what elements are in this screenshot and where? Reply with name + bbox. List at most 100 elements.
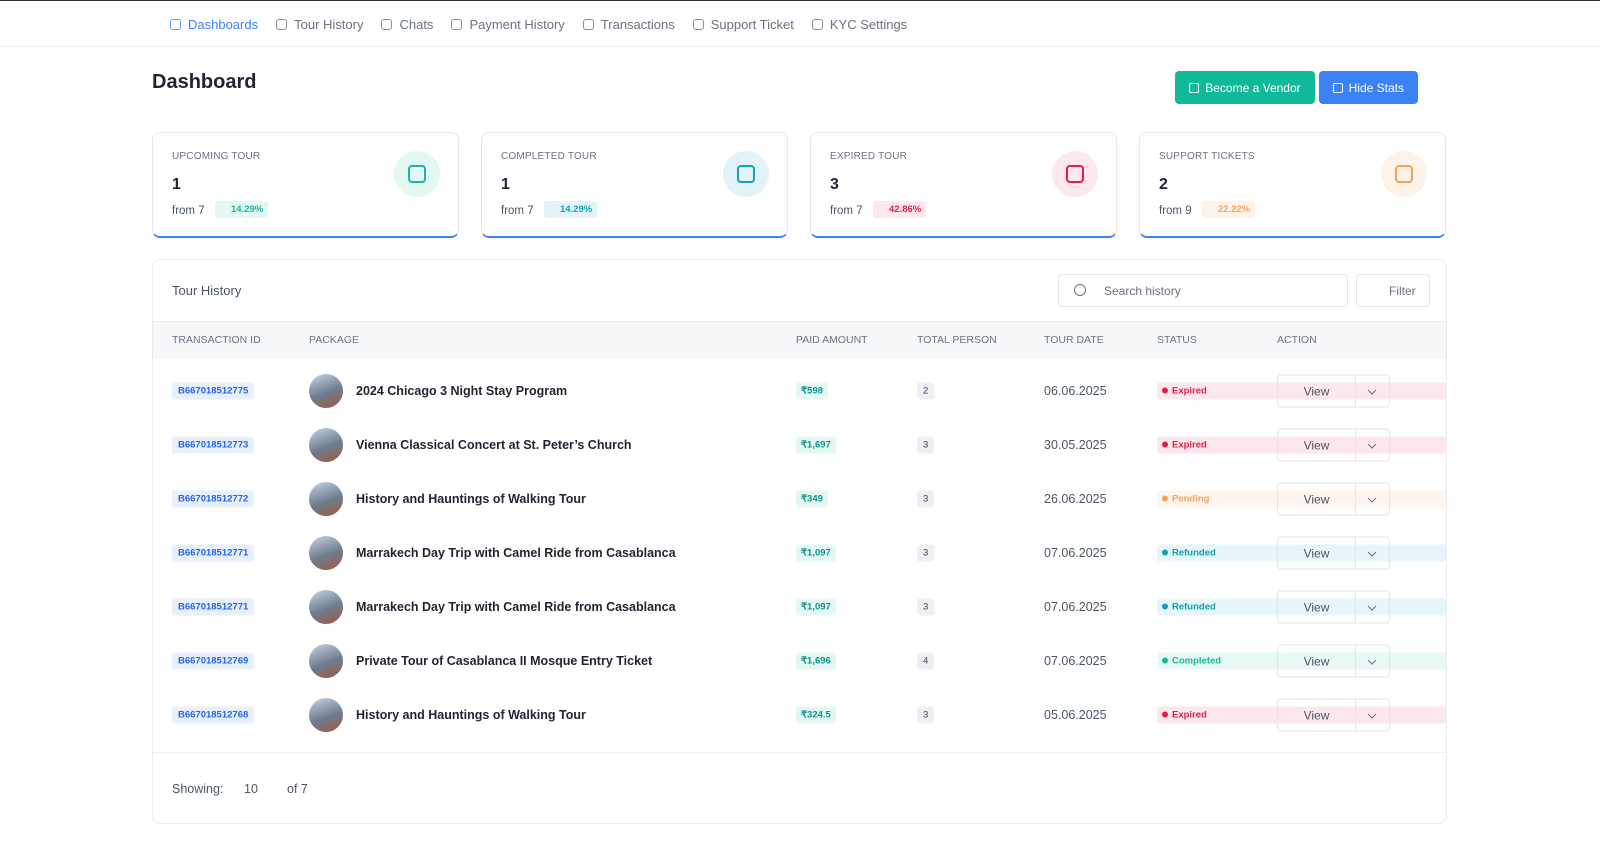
column-header: ACTION — [1277, 334, 1317, 346]
view-button[interactable]: View — [1278, 645, 1356, 677]
top-bar: Dashboards Tour History Chats Payment Histo… — [0, 0, 1600, 47]
stat-card: UPCOMING TOUR 1 from 7 14.29% — [152, 132, 459, 238]
stat-label: EXPIRED TOUR — [830, 151, 908, 162]
package-thumbnail — [309, 536, 343, 570]
nav-item[interactable]: Tour History — [276, 17, 363, 32]
view-button[interactable]: View — [1278, 591, 1356, 623]
table-row: B667018512769 Private Tour of Casablanca … — [153, 634, 1446, 688]
table-row: B667018512775 2024 Chicago 3 Night Stay P… — [153, 364, 1446, 418]
button-icon — [1189, 82, 1200, 93]
transaction-id: B667018512771 — [172, 598, 255, 616]
nav-icon — [811, 18, 823, 30]
view-button[interactable]: View — [1278, 537, 1356, 569]
transaction-id: B667018512773 — [172, 436, 255, 454]
stat-from: from 7 — [501, 205, 534, 217]
page-title: Dashboard — [152, 71, 257, 93]
tour-date: 07.06.2025 — [1044, 600, 1107, 614]
package-name: History and Hauntings of Walking Tour — [356, 708, 586, 722]
header-button[interactable]: Hide Stats — [1318, 71, 1418, 104]
total-person: 3 — [917, 544, 935, 562]
column-header: PAID AMOUNT — [796, 334, 868, 346]
package-thumbnail — [309, 590, 343, 624]
action-dropdown[interactable] — [1356, 592, 1389, 623]
tour-date: 05.06.2025 — [1044, 708, 1107, 722]
column-header: PACKAGE — [309, 334, 359, 346]
nav-icon — [582, 18, 594, 30]
nav-icon — [692, 18, 704, 30]
nav-item[interactable]: Transactions — [582, 16, 675, 32]
nav-label: KYC Settings — [829, 16, 908, 32]
view-button[interactable]: View — [1278, 375, 1356, 407]
view-button[interactable]: View — [1278, 429, 1356, 461]
action-dropdown[interactable] — [1356, 376, 1389, 407]
package-name: History and Hauntings of Walking Tour — [356, 492, 586, 506]
paid-amount: ₹598 — [796, 382, 828, 400]
stat-from: from 7 — [830, 205, 863, 217]
nav-item[interactable]: Dashboards — [170, 17, 258, 32]
action-group: View — [1277, 428, 1390, 462]
nav-item[interactable]: Payment History — [451, 17, 565, 32]
stat-icon-glyph — [737, 165, 755, 183]
nav-icon — [381, 18, 393, 30]
header-button[interactable]: Become a Vendor — [1175, 71, 1315, 104]
nav-label: Tour History — [294, 16, 364, 32]
action-dropdown[interactable] — [1356, 700, 1389, 731]
stat-value: 1 — [172, 176, 181, 193]
paid-amount: ₹349 — [796, 490, 828, 508]
package-name: Marrakech Day Trip with Camel Ride from … — [356, 546, 676, 560]
action-group: View — [1277, 590, 1390, 624]
nav-item[interactable]: Support Ticket — [692, 16, 794, 32]
stat-label: SUPPORT TICKETS — [1159, 151, 1255, 162]
stat-from: from 9 — [1159, 205, 1192, 217]
total-person: 2 — [917, 382, 935, 400]
nav: Dashboards Tour History Chats Payment Histo… — [170, 1, 907, 47]
button-label: Become a Vendor — [1205, 80, 1301, 95]
stat-value: 3 — [830, 176, 839, 193]
search-input[interactable]: Search history — [1058, 274, 1348, 307]
stat-label: COMPLETED TOUR — [501, 151, 597, 162]
nav-icon — [451, 18, 463, 30]
package-thumbnail — [309, 698, 343, 732]
stat-card: COMPLETED TOUR 1 from 7 14.29% — [481, 132, 788, 238]
nav-item[interactable]: KYC Settings — [811, 16, 908, 32]
column-header: TRANSACTION ID — [172, 334, 261, 346]
tour-date: 07.06.2025 — [1044, 546, 1107, 560]
table-row: B667018512768 History and Hauntings of Wa… — [153, 688, 1446, 742]
transaction-id: B667018512768 — [172, 706, 255, 724]
stat-icon — [394, 151, 440, 197]
transaction-id: B667018512771 — [172, 544, 255, 562]
package-name: Marrakech Day Trip with Camel Ride from … — [356, 600, 676, 614]
total-count: of 7 — [287, 782, 308, 796]
total-person: 4 — [917, 652, 935, 670]
action-dropdown[interactable] — [1356, 430, 1389, 461]
transaction-id: B667018512775 — [172, 382, 255, 400]
view-button[interactable]: View — [1278, 483, 1356, 515]
filter-button[interactable]: Filter — [1356, 274, 1430, 307]
stat-icon — [1381, 151, 1427, 197]
action-dropdown[interactable] — [1356, 646, 1389, 677]
nav-item[interactable]: Chats — [381, 17, 433, 32]
showing-label: Showing: — [172, 782, 224, 796]
stat-value: 1 — [501, 176, 510, 193]
action-dropdown[interactable] — [1356, 538, 1389, 569]
per-page-select[interactable]: 10 — [244, 782, 258, 796]
view-button[interactable]: View — [1278, 699, 1356, 731]
stat-change: 22.22% — [1202, 201, 1256, 218]
total-person: 3 — [917, 598, 935, 616]
column-header: TOUR DATE — [1044, 334, 1104, 346]
package-thumbnail — [309, 428, 343, 462]
action-dropdown[interactable] — [1356, 484, 1389, 515]
button-label: Hide Stats — [1348, 80, 1404, 95]
tour-date: 26.06.2025 — [1044, 492, 1107, 506]
stats: UPCOMING TOUR 1 from 7 14.29% COMPLETED TOUR… — [152, 132, 1446, 238]
paid-amount: ₹324.5 — [796, 706, 836, 724]
total-person: 3 — [917, 706, 935, 724]
action-group: View — [1277, 482, 1390, 516]
stat-icon — [1052, 151, 1098, 197]
tour-history-card: Tour History Search history Filter TRANS… — [152, 259, 1447, 824]
paid-amount: ₹1,696 — [796, 652, 836, 670]
nav-label: Transactions — [600, 16, 675, 32]
action-group: View — [1277, 536, 1390, 570]
nav-label: Support Ticket — [710, 16, 794, 32]
